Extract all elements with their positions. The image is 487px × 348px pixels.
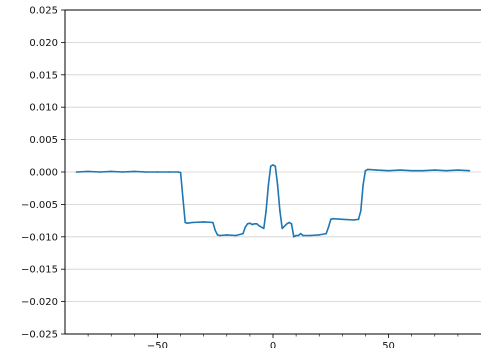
data-point (226, 234, 228, 236)
data-point (353, 219, 355, 221)
data-point (216, 234, 219, 236)
data-point (179, 171, 182, 174)
data-point (286, 223, 288, 225)
data-point (145, 171, 147, 173)
data-point (293, 236, 295, 238)
data-point (156, 171, 159, 173)
data-point (244, 226, 247, 228)
data-point (468, 169, 471, 172)
data-point (191, 221, 193, 224)
data-point (212, 221, 214, 224)
y-axis-ticks: −0.025 −0.020 −0.015 −0.010 −0.005 0.000 0.005… (21, 6, 65, 341)
data-point (267, 184, 270, 186)
data-point (309, 234, 311, 237)
data-point (269, 165, 272, 167)
data-point (265, 210, 267, 212)
y-tick-label: 0.000 (29, 168, 58, 179)
data-point (288, 221, 291, 224)
data-point (251, 223, 253, 226)
data-point (253, 223, 256, 225)
data-point (281, 227, 284, 230)
data-point (177, 171, 179, 173)
y-tick-label: 0.025 (29, 6, 58, 17)
data-point (387, 169, 390, 172)
data-point (255, 223, 258, 225)
data-point (242, 232, 244, 235)
y-tick-label: 0.005 (29, 135, 58, 146)
data-point (110, 170, 112, 173)
data-point (297, 234, 300, 237)
y-tick-label: −0.015 (21, 265, 58, 276)
data-point (274, 165, 277, 167)
data-point (341, 218, 344, 221)
data-point (182, 197, 184, 199)
y-tick-label: −0.025 (21, 330, 58, 341)
y-tick-label: 0.010 (29, 103, 58, 114)
data-point (219, 234, 221, 237)
data-point (235, 234, 237, 237)
data-point (87, 170, 89, 173)
data-point (295, 234, 297, 237)
data-point (364, 169, 367, 172)
data-point (263, 227, 265, 230)
data-point (249, 222, 251, 224)
data-point (214, 229, 216, 232)
data-point (202, 221, 205, 223)
data-point (302, 234, 304, 237)
data-point (122, 171, 124, 173)
y-tick-label: −0.010 (21, 232, 58, 243)
data-point (318, 234, 321, 236)
y-tick-label: 0.015 (29, 70, 58, 81)
x-tick-label: 50 (382, 341, 395, 348)
data-point (445, 169, 448, 172)
data-point (457, 169, 459, 171)
y-tick-label: −0.005 (21, 200, 58, 211)
data-point (75, 171, 78, 173)
data-point (279, 210, 281, 212)
data-point (422, 169, 425, 172)
x-tick-label: −50 (147, 341, 168, 348)
data-point (258, 225, 260, 227)
data-point (290, 223, 293, 225)
data-point (184, 221, 186, 224)
data-point (357, 218, 360, 221)
data-point (332, 217, 334, 220)
x-axis-ticks: −50 0 50 (87, 334, 459, 348)
y-tick-label: 0.020 (29, 38, 58, 49)
x-tick-label: 0 (270, 341, 276, 348)
data-point (325, 232, 328, 235)
data-point (276, 184, 279, 186)
data-point (327, 226, 330, 228)
data-point (186, 222, 189, 224)
data-point (399, 169, 401, 171)
data-point (246, 223, 249, 225)
data-point (330, 218, 332, 221)
data-point (362, 184, 364, 186)
data-point (434, 169, 436, 171)
y-tick-label: −0.020 (21, 297, 58, 308)
data-point (360, 210, 362, 212)
data-point (133, 170, 136, 173)
data-point (98, 171, 101, 173)
data-point (299, 232, 302, 235)
data-point (376, 169, 378, 171)
series-line (75, 164, 471, 238)
data-point (367, 168, 369, 171)
data-point (410, 169, 413, 172)
series-layer (75, 164, 471, 238)
data-point (272, 164, 274, 166)
data-point (168, 171, 170, 173)
